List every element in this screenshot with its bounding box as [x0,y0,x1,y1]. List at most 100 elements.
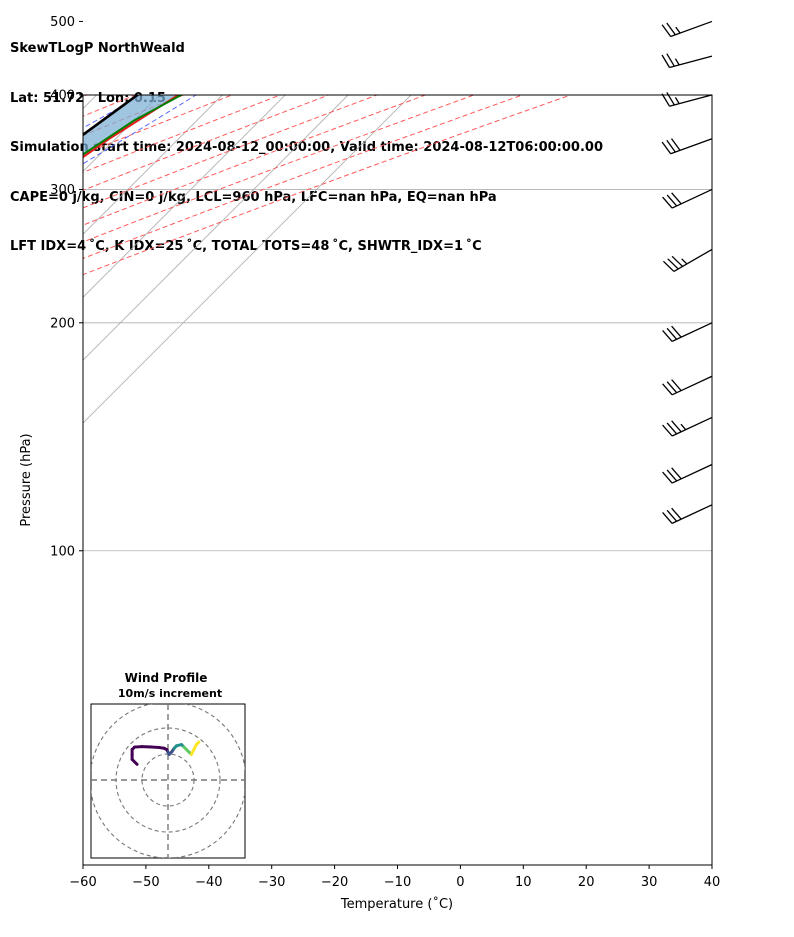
wind-barb-flag [661,93,671,107]
y-tick-label: 100 [50,544,75,559]
dry-adiabat-line [0,0,354,551]
wind-barb-flag [666,53,675,67]
wind-barb-flag [671,507,682,520]
wind-barb-flag [666,194,678,207]
wind-barb [662,463,713,484]
dry-adiabat-line [83,95,282,174]
wind-barb [661,53,713,69]
x-tick-label: 0 [456,875,464,890]
dry-adiabat-line [83,95,137,117]
wind-barb-flag [662,383,673,396]
wind-barb-half-flag [680,423,687,431]
dry-adiabat-line [83,95,185,136]
dry-adiabat-line [0,0,545,551]
dry-adiabat-line [0,0,609,551]
isotherm-line [83,95,98,110]
x-tick-label: −40 [195,875,222,890]
indices-line-1: CAPE=0 j/kg, CIN=0 j/kg, LCL=960 hPa, LF… [10,189,497,205]
wind-barb-staff [670,20,713,38]
y-axis-label: Pressure (hPa) [19,433,34,526]
x-tick-label: 30 [641,875,658,890]
x-tick-label: −30 [258,875,285,890]
wind-barb-flag [662,260,675,272]
y-tick-label: 200 [50,316,75,331]
moist-adiabat-line [0,0,509,551]
dry-adiabat-line [83,95,88,98]
x-tick-label: 20 [578,875,595,890]
wind-barb-flag [662,424,673,437]
wind-barb [661,20,713,38]
wind-barb-staff [671,463,713,484]
wind-barb-staff [671,416,713,437]
isotherm-line [83,95,161,173]
parcel-line [83,95,140,137]
chart-title: SkewTLogP NorthWeald [10,41,185,56]
dry-adiabat-line [0,0,736,551]
dry-adiabat-line [83,95,573,276]
wind-barb [662,416,713,437]
wind-barb-flag [666,327,678,340]
x-tick-label: −10 [384,875,411,890]
isotherm-line [83,95,349,361]
isotherm-line [0,0,351,551]
wind-barb-flag [662,511,673,524]
dry-adiabat-line [0,0,794,551]
wind-barb-flag [666,509,678,522]
isotherm-line [83,95,223,235]
y-tick-label: 300 [50,183,75,198]
moist-adiabat-line [0,0,288,551]
wind-barb-half-flag [674,58,680,66]
wind-barb-half-flag [674,97,680,104]
wind-barb-flag [671,325,682,338]
isotherm-line [0,0,100,551]
wind-barb [661,138,713,155]
wind-barb-staff [671,322,713,342]
dry-adiabat-line [83,95,330,191]
moist-adiabat-line [0,0,446,551]
hodograph-trace-segment [194,740,201,747]
hodograph-title: Wind Profile [125,671,208,685]
x-tick-label: 40 [704,875,721,890]
wind-barb [662,504,713,524]
dry-adiabat-line [83,95,524,259]
moist-adiabat-line [0,0,383,551]
wind-barb-staff [673,248,713,272]
wind-barb-flag [666,22,676,36]
dry-adiabat-line [83,95,476,243]
dry-adiabat-line [83,95,234,155]
wind-barb-flag [666,92,675,106]
wind-barb-staff [670,138,713,155]
temperature-line [83,95,181,159]
dry-adiabat-line [0,0,290,551]
wind-barb-flag [671,192,682,205]
wind-barb-flag [671,467,682,480]
dry-adiabat-line [0,0,417,551]
wind-barb-flag [667,258,679,270]
wind-barb-staff [669,94,713,107]
dry-adiabat-line [0,0,672,551]
dry-adiabat-line [0,0,481,551]
wind-barb-flag [661,24,672,37]
moist-adiabat-line [83,95,143,129]
cape-cin-shading [83,95,179,158]
wind-barb [662,248,713,272]
isotherm-line [83,95,286,298]
dry-adiabat-line [83,95,379,209]
hodograph-subtitle: 10m/s increment [118,687,222,700]
dewpoint-line [83,95,184,156]
moist-adiabat-line [0,0,320,551]
moist-adiabat-line [0,0,414,551]
isotherm-line [0,0,288,551]
chart-header: SkewTLogP NorthWeald Lat: 51.72 Lon: 0.1… [10,8,603,272]
dry-adiabat-line [0,0,794,551]
wind-barb-half-flag [681,258,688,265]
wind-barb-flag [666,139,676,153]
x-axis-label: Temperature (˚C) [340,896,453,912]
indices-line-2: LFT IDX=4 ˚C, K IDX=25 ˚C, TOTAL TOTS=48… [10,239,482,254]
wind-barb [662,322,713,342]
y-tick-label: 400 [50,88,75,103]
wind-barb-flag [671,420,682,433]
wind-barb-flag [662,196,673,209]
moist-adiabat-line [0,0,634,551]
